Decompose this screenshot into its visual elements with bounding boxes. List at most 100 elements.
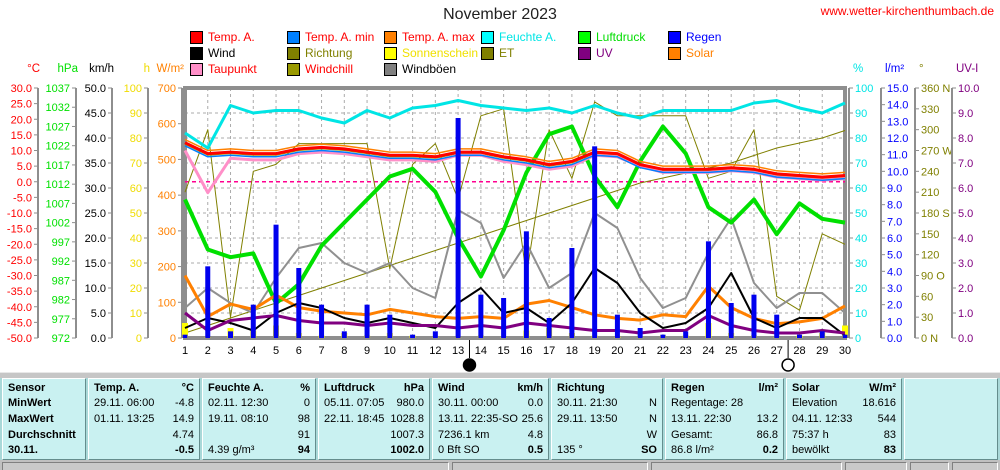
cell-value: 4.74 — [172, 428, 194, 441]
table-row-header: Wind km/h — [438, 380, 543, 396]
legend-item-luftdruck: Luftdruck — [578, 30, 645, 44]
legend-label: UV — [596, 46, 613, 60]
cell-value: -4.8 — [175, 397, 194, 410]
table-row: 75:37 h 83 — [792, 427, 896, 443]
bar-regen — [455, 118, 461, 338]
axis-tick-label: 100 — [124, 83, 142, 95]
table-row-header: Luftdruck hPa — [324, 380, 424, 396]
website-link[interactable]: www.wetter-kirchenthumbach.de — [820, 4, 994, 18]
bar-regen — [182, 334, 188, 338]
column-name: Richtung — [557, 381, 605, 394]
axis-tick-label: 30 — [921, 312, 933, 324]
series-windboeen — [184, 209, 846, 314]
table-panel-temp-a-: Temp. A. °C 29.11. 06:00 -4.8 01.11. 13:25 14… — [88, 378, 200, 460]
axis-title-uv: UV-I — [956, 63, 978, 75]
axis-tick-label: 15.0 — [11, 130, 32, 142]
axis-tick-label: 330 — [921, 104, 939, 116]
axis-tick-label: -10.0 — [7, 208, 32, 220]
table-row: -0.5 — [94, 442, 194, 458]
bar-regen — [751, 294, 757, 338]
axis-tick-label: 12.0 — [887, 133, 908, 145]
axis-tick-label: 8.0 — [887, 200, 902, 212]
legend-label: Temp. A. min — [305, 30, 375, 44]
axis-tick-label: 1037 — [46, 83, 70, 95]
axis-tick-label: 100 — [158, 297, 176, 309]
axis-tick-label: 0 — [170, 333, 176, 345]
table-row: W — [557, 427, 657, 443]
axis-title-pct: % — [853, 63, 863, 75]
axis-tick-label: 20.0 — [85, 233, 106, 245]
x-label-day: 24 — [702, 345, 714, 357]
axis-tick-label: 20.0 — [11, 114, 32, 126]
axis-tick-label: 0 N — [921, 333, 938, 345]
x-label-day: 17 — [543, 345, 555, 357]
cell-value: 14.9 — [172, 412, 194, 425]
bar-regen — [478, 294, 484, 338]
row-label: MinWert — [8, 397, 52, 410]
table-row: 19.11. 08:10 98 — [208, 411, 310, 427]
axis-tick-label: 13.0 — [887, 116, 908, 128]
legend-item-temp-a-min: Temp. A. min — [287, 30, 374, 44]
x-label-day: 28 — [793, 345, 805, 357]
bar-regen — [273, 224, 279, 338]
cell-value: 0.2 — [762, 444, 778, 457]
column-unit: °C — [181, 381, 194, 394]
axis-tick-label: 90 — [855, 108, 867, 120]
legend-label: Solar — [686, 46, 715, 60]
status-bar-segment-0 — [2, 462, 449, 470]
cell-info: 04.11. 12:33 — [792, 412, 853, 425]
cell-info: 05.11. 07:05 — [324, 397, 385, 410]
cell-value: SO — [641, 444, 657, 457]
legend-label: Sonnenschein — [402, 46, 479, 60]
axis-tick-label: 600 — [158, 119, 176, 131]
axis-tick-label: 20 — [130, 283, 142, 295]
legend-item-feuchte-a-: Feuchte A. — [481, 30, 556, 44]
axis-tick-label: 50 — [130, 208, 142, 220]
x-label-day: 6 — [296, 345, 302, 357]
axis-tick-label: 1017 — [46, 160, 70, 172]
cell-value: N — [649, 397, 657, 410]
axis-tick-label: 360 N — [921, 83, 950, 95]
axis-tick-label: 1.0 — [958, 308, 973, 320]
cell-info: Regentage: 28 — [671, 397, 744, 410]
cell-info: 86.8 l/m² — [671, 444, 714, 457]
axis-tick-label: 5.0 — [17, 161, 32, 173]
x-label-day: 19 — [589, 345, 601, 357]
legend-label: Windböen — [402, 62, 457, 76]
axis-tick-label: 210 — [921, 187, 939, 199]
cell-value: 1007.3 — [390, 428, 424, 441]
axis-tick-label: 90 — [130, 108, 142, 120]
bar-regen — [660, 334, 666, 338]
axis-tick-label: 0 — [136, 333, 142, 345]
axis-tick-label: 5.0 — [958, 208, 973, 220]
axis-tick-label: 50 — [855, 208, 867, 220]
axis-tick-label: 9.0 — [887, 183, 902, 195]
bar-regen — [637, 328, 643, 338]
axis-tick-label: 120 — [921, 250, 939, 262]
axis-tick-label: 0 — [855, 333, 861, 345]
column-name: Regen — [671, 381, 705, 394]
table-row: 86.8 l/m² 0.2 — [671, 442, 778, 458]
status-bar-segment-3 — [845, 462, 907, 470]
axis-title-c: °C — [27, 63, 40, 75]
axis-tick-label: -35.0 — [7, 286, 32, 298]
axis-tick-label: 300 — [158, 226, 176, 238]
axis-tick-label: 1002 — [46, 218, 70, 230]
table-row: MaxWert — [8, 411, 80, 427]
table-row: 29.11. 06:00 -4.8 — [94, 396, 194, 412]
cell-info: 4.39 g/m³ — [208, 444, 255, 457]
table-row: MinWert — [8, 396, 80, 412]
plot-frame — [183, 86, 847, 340]
table-panel-sensor: Sensor MinWert MaxWert Durchschnitt 30.11. — [2, 378, 86, 460]
legend-swatch-icon — [384, 62, 397, 76]
bar-regen — [341, 331, 347, 338]
series-et — [184, 130, 846, 334]
bar-regen — [432, 331, 438, 338]
bar-regen — [614, 314, 620, 338]
axis-tick-label: 500 — [158, 154, 176, 166]
legend-swatch-icon — [578, 30, 591, 44]
weather-chart: °C30.025.020.015.010.05.00.0-5.0-10.0-15… — [7, 63, 979, 372]
column-name: Wind — [438, 381, 465, 394]
series-temp — [184, 141, 846, 179]
